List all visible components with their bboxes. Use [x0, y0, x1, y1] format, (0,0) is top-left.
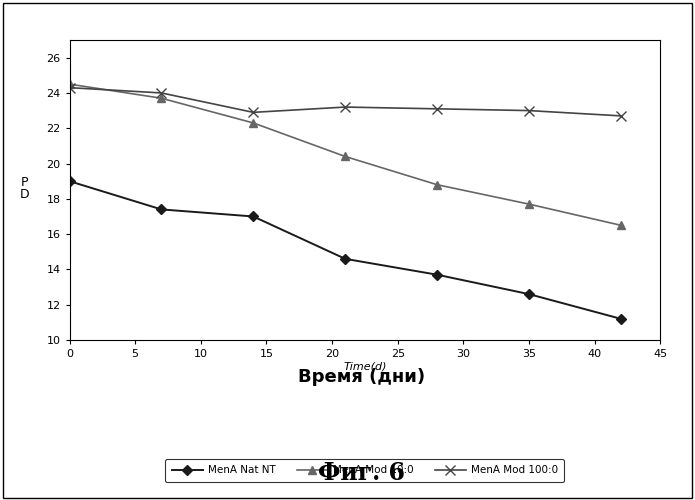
- MenA Mod 100:0: [525, 108, 533, 114]
- Line: MenA Mod 10:0: MenA Mod 10:0: [65, 80, 625, 230]
- MenA Mod 100:0: [433, 106, 441, 112]
- MenA Mod 100:0: [341, 104, 350, 110]
- MenA Nat NT: [433, 272, 441, 278]
- X-axis label: Time(d): Time(d): [343, 362, 386, 372]
- Text: D: D: [19, 188, 29, 202]
- MenA Mod 10:0: [525, 201, 533, 207]
- MenA Nat NT: [525, 291, 533, 297]
- MenA Mod 10:0: [157, 95, 165, 101]
- MenA Mod 10:0: [65, 81, 74, 87]
- MenA Mod 10:0: [249, 120, 257, 126]
- MenA Mod 100:0: [65, 84, 74, 90]
- MenA Nat NT: [249, 214, 257, 220]
- MenA Mod 100:0: [157, 90, 165, 96]
- Line: MenA Nat NT: MenA Nat NT: [66, 178, 624, 322]
- MenA Mod 10:0: [433, 182, 441, 188]
- MenA Mod 10:0: [616, 222, 625, 228]
- Line: MenA Mod 100:0: MenA Mod 100:0: [65, 83, 626, 120]
- MenA Mod 10:0: [341, 154, 350, 160]
- Text: P: P: [21, 176, 28, 189]
- Legend: MenA Nat NT, MenA Mod 10:0, MenA Mod 100:0: MenA Nat NT, MenA Mod 10:0, MenA Mod 100…: [165, 459, 564, 481]
- Text: Фиг. 6: Фиг. 6: [318, 460, 405, 484]
- MenA Mod 100:0: [249, 110, 257, 116]
- MenA Nat NT: [341, 256, 350, 262]
- Text: Время (дни): Время (дни): [298, 368, 425, 386]
- MenA Mod 100:0: [616, 113, 625, 119]
- MenA Nat NT: [65, 178, 74, 184]
- MenA Nat NT: [157, 206, 165, 212]
- MenA Nat NT: [616, 316, 625, 322]
